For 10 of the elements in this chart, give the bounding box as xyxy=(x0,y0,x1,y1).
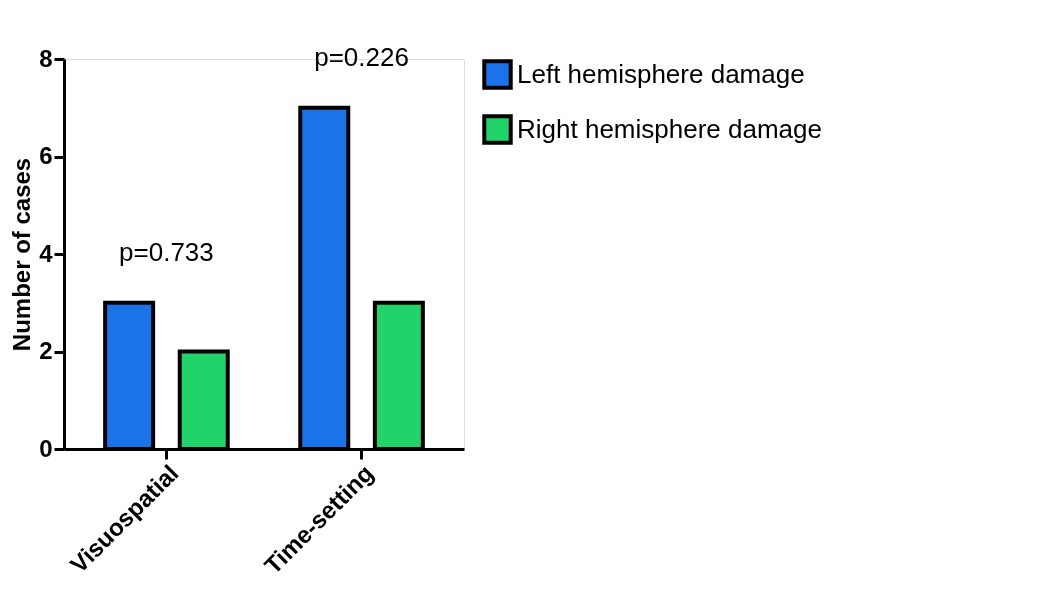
y-tick-label: 0 xyxy=(39,434,53,462)
y-tick-label: 4 xyxy=(39,239,54,267)
annotation: p=0.226 xyxy=(314,42,409,73)
y-axis-title: Number of cases xyxy=(8,157,36,352)
y-tick-label: 6 xyxy=(39,142,53,169)
legend-label: Left hemisphere damage xyxy=(517,58,805,89)
y-tick-label: 8 xyxy=(39,44,53,72)
legend-label: Right hemisphere damage xyxy=(517,113,822,144)
annotation: p=0.733 xyxy=(119,237,214,268)
y-tick-label: 2 xyxy=(39,337,53,364)
